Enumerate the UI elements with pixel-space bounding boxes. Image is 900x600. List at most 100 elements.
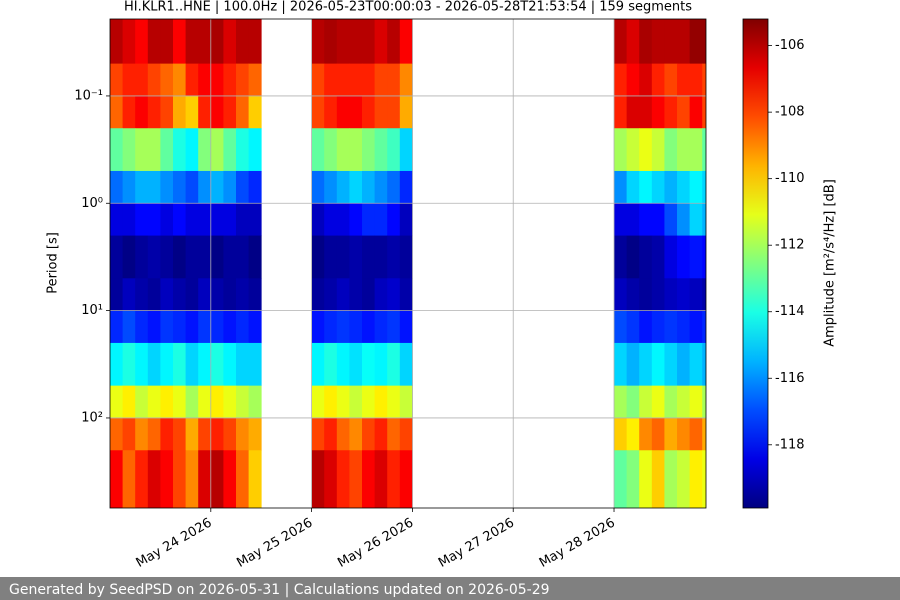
cell [248,170,262,204]
cell [122,417,136,451]
cell [399,170,413,204]
cell [362,385,376,419]
cell [147,342,161,387]
cell [135,342,149,387]
cell [626,95,640,129]
cell [135,310,149,344]
cell [160,63,174,97]
cell [336,342,350,387]
cell [626,385,640,419]
cell [185,417,199,451]
cell [639,203,653,236]
cell [362,278,376,312]
cell [702,278,706,312]
cell [223,203,237,236]
cell [210,342,224,387]
cell [689,128,703,172]
cell [122,95,136,129]
y-axis-label: Period [s] [46,232,61,294]
cell [626,128,640,172]
cell [198,342,212,387]
cell [122,19,136,65]
cell [248,342,262,387]
cell [172,203,187,236]
cell [399,450,413,508]
cell [664,450,678,508]
cell [374,128,388,172]
cell [664,235,678,279]
cell [236,170,250,204]
cell [248,450,262,508]
cell [324,203,338,236]
cell [185,450,199,508]
spectrogram-image [110,19,706,508]
cell [614,450,628,508]
cell [147,95,161,129]
cell [639,19,653,65]
y-tick-label: 10² [81,410,103,425]
cell [651,203,665,236]
cell [677,417,691,451]
cell [399,19,413,65]
cell [172,342,187,387]
cell [689,450,703,508]
cell [147,170,161,204]
cell [248,203,262,236]
cell [223,128,237,172]
cell [198,278,212,312]
cell [626,19,640,65]
cell [110,385,123,419]
cell [677,203,691,236]
cell [311,19,325,65]
cell [626,450,640,508]
cell [362,310,376,344]
cell [198,310,212,344]
cell [614,95,628,129]
cell [614,417,628,451]
cell [387,310,401,344]
cell [614,63,628,97]
cell [210,170,224,204]
cell [399,203,413,236]
cell [336,385,350,419]
cell [185,278,199,312]
plot-frame [109,18,707,509]
cell [324,342,338,387]
cell [210,63,224,97]
cell [626,278,640,312]
cell [324,19,338,65]
cell [651,95,665,129]
cell [639,450,653,508]
cell [172,128,187,172]
colorbar-tick-label: -116 [775,371,805,386]
cell [362,203,376,236]
cell [336,95,350,129]
cell [236,278,250,312]
cell [185,310,199,344]
cell [223,278,237,312]
cell [185,63,199,97]
cell [160,170,174,204]
cell [324,95,338,129]
cell [702,385,706,419]
y-tick-label: 10⁻¹ [74,88,103,103]
cell [349,235,363,279]
cell [664,385,678,419]
cell [336,310,350,344]
cell [387,278,401,312]
cell [236,95,250,129]
cell [324,310,338,344]
cell [248,385,262,419]
cell [172,450,187,508]
cell [311,342,325,387]
cell [614,310,628,344]
cell [336,203,350,236]
cell [664,63,678,97]
cell [664,19,678,65]
cell [122,170,136,204]
cell [651,417,665,451]
cell [689,170,703,204]
cell [248,235,262,279]
cell [664,128,678,172]
footer-bar [0,577,900,600]
